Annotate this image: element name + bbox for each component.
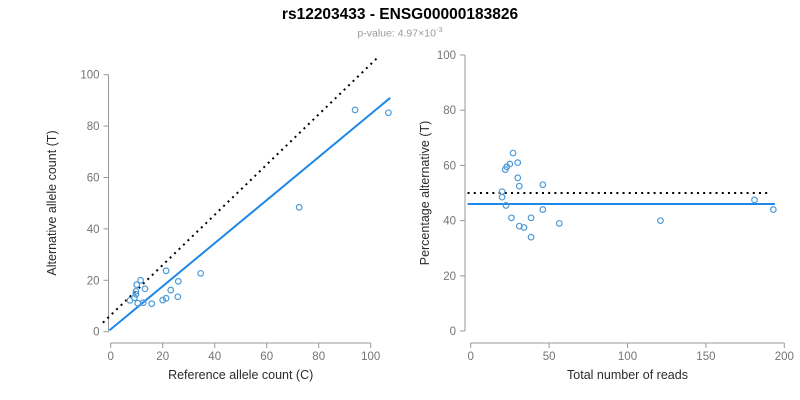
data-point [174, 293, 182, 301]
y-tick-label: 0 [450, 326, 456, 338]
x-tick-label: 100 [361, 351, 380, 363]
x-tick-label: 100 [618, 351, 637, 363]
y-tick-label: 40 [443, 216, 456, 228]
data-point [295, 203, 303, 211]
data-point [141, 285, 149, 293]
data-point [498, 188, 506, 196]
data-point [130, 294, 138, 302]
data-point [527, 233, 535, 241]
data-point [162, 294, 170, 302]
right-plot: 0 50 100 150 200 0 20 40 60 80 100 Total number of … [418, 50, 794, 382]
y-tick-label: 80 [443, 105, 456, 117]
identity-line [102, 55, 380, 324]
x-tick-label: 40 [208, 351, 221, 363]
data-point [132, 287, 140, 295]
data-point [498, 193, 506, 201]
x-tick-label: 60 [260, 351, 273, 363]
data-point [167, 286, 175, 294]
x-tick-label: 20 [156, 351, 169, 363]
y-tick-label: 100 [80, 70, 99, 82]
pvalue-exponent: -3 [435, 25, 443, 34]
y-tick-label: 80 [87, 121, 100, 133]
data-point [508, 214, 515, 222]
y-tick-label: 20 [443, 271, 456, 283]
x-tick-label: 0 [107, 351, 113, 363]
y-tick-label: 20 [87, 275, 100, 287]
data-point [159, 296, 167, 304]
data-point [384, 109, 392, 117]
figure-subtitle: p-value: 4.97×10-3 [0, 25, 800, 40]
x-tick-label: 150 [696, 351, 715, 363]
data-point [514, 159, 522, 167]
data-point [134, 299, 142, 307]
data-point [527, 214, 535, 222]
y-axis-title: Percentage alternative (T) [418, 121, 432, 266]
data-point [174, 277, 182, 285]
y-axis [103, 74, 109, 333]
data-point [197, 269, 205, 277]
data-point [539, 181, 547, 189]
x-axis [470, 342, 785, 348]
regression-line [108, 97, 391, 332]
data-point [133, 281, 141, 289]
x-axis-title: Total number of reads [567, 368, 688, 382]
x-tick-label: 80 [312, 351, 325, 363]
data-point [515, 182, 523, 190]
x-axis-title: Reference allele count (C) [168, 368, 313, 382]
data-point [139, 299, 147, 307]
data-point [514, 174, 522, 182]
scatter-points [498, 149, 777, 241]
left-plot: 0 20 40 60 80 100 0 20 40 60 80 100 Reference allele… [45, 55, 392, 382]
data-point [769, 206, 777, 213]
y-tick-label: 40 [87, 224, 100, 236]
figure-title: rs12203433 - ENSG00000183826 [281, 6, 519, 23]
x-tick-label: 50 [543, 351, 556, 363]
data-point [501, 166, 509, 173]
x-tick-label: 200 [775, 351, 794, 363]
data-point [509, 149, 517, 157]
data-point [539, 206, 547, 213]
x-axis [110, 342, 372, 348]
data-point [751, 196, 758, 204]
y-axis-title: Alternative allele count (T) [45, 130, 59, 275]
y-tick-label: 60 [443, 160, 456, 172]
data-point [137, 276, 145, 284]
pvalue-text: p-value: 4.97×10 [357, 27, 436, 40]
data-point [555, 219, 563, 227]
data-point [520, 224, 528, 231]
data-point [132, 290, 140, 298]
y-tick-label: 0 [93, 327, 99, 339]
y-tick-label: 100 [437, 50, 456, 62]
scatter-points [126, 106, 392, 308]
data-point [502, 202, 510, 209]
data-point [162, 267, 170, 275]
y-axis [460, 54, 466, 332]
data-point [148, 300, 156, 308]
y-tick-label: 60 [87, 173, 100, 185]
data-point [351, 106, 359, 114]
data-point [657, 217, 664, 225]
x-tick-label: 0 [467, 351, 473, 363]
